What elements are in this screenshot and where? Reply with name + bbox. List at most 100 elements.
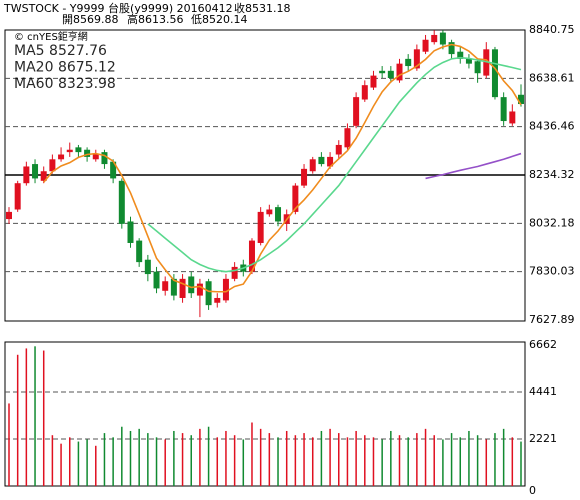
candle-body (222, 278, 229, 301)
candle-body (431, 34, 438, 43)
candle-body (396, 63, 403, 81)
volume-bar (485, 439, 488, 486)
candle-body (257, 211, 264, 243)
volume-bar (207, 426, 210, 486)
candle-body (500, 97, 507, 122)
legend-value: 8675.12 (58, 60, 116, 76)
volume-bar (242, 439, 245, 486)
legend-name: MA20 (14, 60, 53, 76)
candle-body (101, 152, 108, 165)
volume-bar (164, 439, 166, 486)
legend-entry: MA60 8323.98 (14, 76, 116, 92)
legend-entry: MA20 8675.12 (14, 60, 116, 76)
candle-body (136, 240, 143, 263)
volume-tick-label: 6662 (529, 338, 557, 351)
candle-body (162, 281, 169, 291)
y-tick-label: 8436.46 (529, 120, 575, 133)
volume-bar (294, 435, 297, 486)
volume-bar (34, 346, 36, 486)
volume-bar (433, 435, 435, 486)
candle-body (40, 171, 47, 181)
ma-line (43, 43, 522, 293)
volume-bar (51, 435, 54, 486)
legend-name: MA5 (14, 43, 45, 59)
volume-bar (442, 439, 444, 486)
candle-body (457, 51, 464, 59)
y-tick-label: 8638.61 (529, 71, 575, 84)
y-tick-label: 8032.18 (529, 216, 575, 229)
y-tick-label: 8234.32 (529, 168, 575, 181)
volume-bar (476, 435, 479, 486)
ma-line (147, 56, 522, 273)
candle-body (144, 259, 151, 275)
candle-body (387, 70, 394, 79)
candle-body (205, 281, 212, 306)
volume-bar (77, 441, 80, 486)
candle-body (110, 161, 117, 179)
volume-bar (199, 428, 201, 486)
y-tick-label: 8840.75 (529, 23, 575, 36)
volume-bar (398, 435, 401, 486)
candle-body (58, 154, 65, 160)
volume-bar (285, 430, 288, 486)
volume-bar (338, 433, 340, 486)
volume-bar (416, 433, 418, 486)
volume-bar (181, 433, 184, 486)
candle-body (66, 149, 73, 153)
header-open: 開8569.88 (62, 13, 119, 26)
candle-body (170, 278, 177, 296)
candle-body (370, 75, 377, 88)
candle-body (301, 168, 308, 186)
volume-bar (381, 439, 383, 486)
volume-tick-label: 2221 (529, 432, 557, 445)
candle-body (188, 276, 195, 294)
volume-bar (259, 428, 262, 486)
volume-bar (277, 437, 279, 486)
candle-body (474, 61, 481, 74)
volume-tick-label: 4441 (529, 385, 557, 398)
volume-bar (355, 430, 357, 486)
volume-bar (129, 430, 132, 486)
candle-body (465, 58, 472, 64)
copyright: © cnYES鉅亨網 (14, 30, 88, 43)
candle-body (49, 159, 56, 172)
volume-bar (112, 437, 114, 486)
volume-bar (372, 437, 375, 486)
volume-bar (502, 428, 505, 486)
candle-body (92, 154, 99, 160)
volume-bar (520, 441, 522, 486)
candle-body (335, 144, 342, 155)
volume-bar (42, 350, 45, 486)
volume-bar (251, 422, 253, 486)
volume-bar (25, 348, 28, 486)
volume-bar (173, 430, 175, 486)
candle-body (318, 156, 325, 165)
candle-body (327, 156, 334, 167)
candle-body (491, 49, 498, 98)
volume-bar (364, 435, 366, 486)
legend-name: MA60 (14, 76, 53, 92)
candle-body (231, 266, 238, 279)
volume-bar (511, 437, 514, 486)
candle-body (153, 271, 160, 289)
candle-body (344, 128, 351, 148)
volume-bar (155, 437, 158, 486)
candle-body (309, 159, 316, 172)
volume-bar (138, 428, 140, 486)
candle-body (448, 42, 455, 55)
volume-bar (86, 439, 88, 486)
candle-body (518, 94, 524, 105)
volume-bar (121, 426, 123, 486)
volume-bar (450, 433, 453, 486)
candle-body (509, 111, 516, 124)
volume-bar (225, 430, 227, 486)
candle-body (353, 97, 360, 126)
candle-body (23, 166, 30, 184)
candle-body (179, 278, 186, 298)
candle-body (361, 85, 368, 100)
volume-bar (329, 428, 331, 486)
volume-bar (424, 428, 427, 486)
volume-bar (95, 445, 97, 486)
volume-bar (311, 437, 314, 486)
volume-bar (459, 437, 462, 486)
